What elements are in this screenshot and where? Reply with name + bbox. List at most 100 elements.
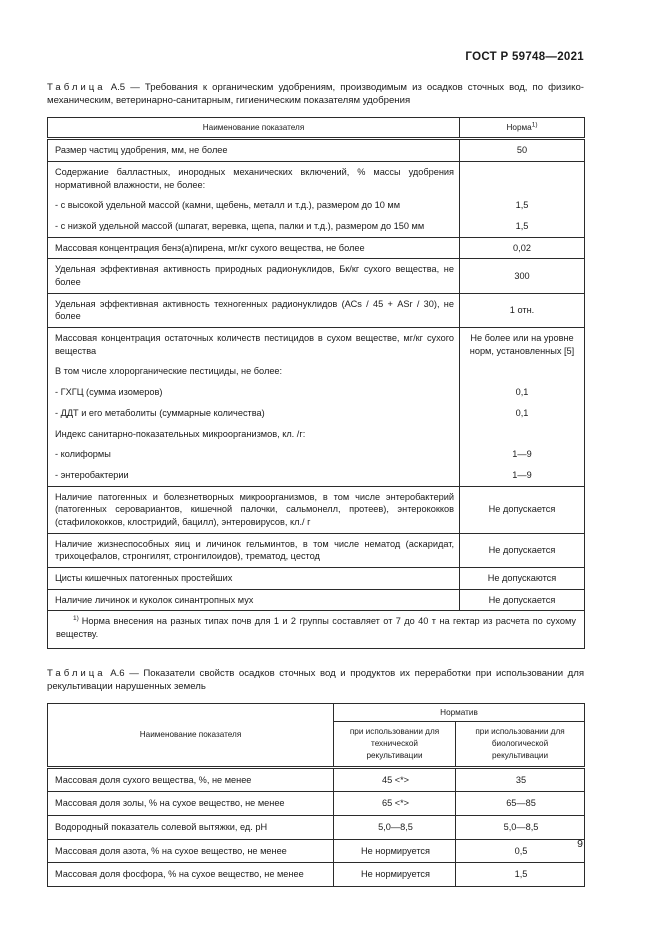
table-row: - с высокой удельной массой (камни, щебе… [48, 195, 585, 216]
norm-value: 1,5 [459, 215, 585, 238]
norm-value: Не допускается [459, 486, 585, 534]
norm-value: 0,1 [459, 402, 585, 424]
indicator-name: - с низкой удельной массой (шпагат, вере… [47, 215, 460, 238]
norm-value [459, 423, 585, 445]
biological-value: 1,5 [454, 862, 585, 888]
table-a6-caption: Таблица А.6 — Показатели свойств осадков… [47, 668, 584, 694]
caption-text: — Показатели свойств осадков сточных вод… [47, 667, 585, 692]
table-a5-caption: Таблица А.5 — Требования к органическим … [47, 82, 584, 108]
caption-number: А.5 [110, 82, 126, 93]
table-subheader-row: при использовании для технической рекуль… [48, 721, 585, 769]
norm-value [459, 161, 585, 196]
column-header-biological: при использовании для биологической реку… [454, 721, 585, 769]
norm-label: Норма [506, 122, 532, 132]
indicator-name: Массовая доля золы, % на сухое вещество,… [47, 791, 334, 816]
page-number: 9 [577, 838, 583, 850]
table-row: Наличие жизнеспособных яиц и личинок гел… [47, 533, 585, 569]
table-row: Наличие личинок и куколок синантропных м… [47, 589, 585, 612]
table-row: Индекс санитарно-показательных микроорга… [48, 423, 585, 445]
norm-value: 0,1 [459, 382, 585, 403]
table-row: Массовая концентрация бенз(а)пирена, мг/… [47, 237, 585, 260]
norm-value: 1—9 [459, 444, 585, 465]
indicator-name: Наличие жизнеспособных яиц и личинок гел… [47, 533, 460, 569]
indicator-name: - ДДТ и его метаболиты (суммарные количе… [55, 407, 265, 418]
norm-value: 50 [459, 138, 585, 162]
indicator-name: - колиформы [55, 449, 111, 460]
indicator-name: Индекс санитарно-показательных микроорга… [55, 428, 306, 439]
norm-footnote-marker: 1) [531, 121, 538, 129]
caption-word: Таблица [47, 82, 106, 93]
technical-value: Не нормируется [333, 862, 456, 888]
biological-value: 35 [454, 767, 585, 793]
caption-text: — Требования к органическим удобрениям, … [47, 82, 585, 106]
indicator-name: - энтеробактерии [47, 464, 460, 487]
technical-value: 5,0—8,5 [333, 815, 456, 840]
norm-value: 1—9 [459, 464, 585, 487]
table-row: Содержание балластных, инородных механич… [48, 161, 585, 196]
indicator-name: В том числе хлорорганические пестициды, … [55, 366, 283, 377]
indicator-name: Водородный показатель солевой вытяжки, е… [47, 815, 334, 840]
table-a5: Наименование показателя Норма1) Размер ч… [47, 116, 585, 649]
indicator-name: - ГХГЦ (сумма изомеров) [55, 387, 163, 398]
table-row: - энтеробактерии 1—9 [47, 464, 585, 487]
table-row: В том числе хлорорганические пестициды, … [48, 361, 585, 383]
table-row: Удельная эффективная активность техноген… [47, 293, 585, 329]
table-row: Размер частиц удобрения, мм, не более 50 [47, 138, 585, 162]
norm-value [459, 361, 585, 383]
caption-word: Таблица [47, 667, 106, 679]
table-row: Массовая доля сухого вещества, %, не мен… [47, 767, 585, 793]
table-row: - ГХГЦ (сумма изомеров) 0,1 [48, 382, 585, 403]
table-header-row: Наименование показателя Норматив [47, 703, 585, 769]
indicator-name: - с высокой удельной массой (камни, щебе… [55, 200, 401, 211]
indicator-name: Удельная эффективная активность природны… [47, 258, 460, 294]
table-row: Массовая концентрация остаточных количес… [48, 327, 585, 362]
footnote-text: Норма внесения на разных типах почв для … [56, 616, 576, 640]
footnote-cell: 1) Норма внесения на разных типах почв дл… [48, 611, 585, 648]
column-header-name: Наименование показателя [47, 703, 334, 769]
norm-value: 300 [459, 258, 585, 294]
table-row: Цисты кишечных патогенных простейших Не … [47, 567, 585, 590]
technical-value: Не нормируется [333, 839, 456, 864]
norm-value: 0,02 [459, 237, 585, 260]
indicator-name: Массовая доля азота, % на сухое вещество… [47, 839, 334, 864]
table-a6: Наименование показателя Норматив при исп… [47, 702, 586, 888]
biological-value: 0,5 [454, 839, 585, 864]
norm-value: 1,5 [459, 195, 585, 216]
technical-value: 65 <*> [333, 791, 456, 816]
table-row: Водородный показатель солевой вытяжки, е… [47, 815, 585, 840]
column-header-norm: Норма1) [459, 117, 585, 141]
table-row: - колиформы 1—9 [48, 444, 585, 465]
indicator-name: Наличие патогенных и болезнетворных микр… [47, 486, 460, 534]
norm-value: Не допускается [459, 533, 585, 569]
table-row: Удельная эффективная активность природны… [47, 258, 585, 294]
column-header-name: Наименование показателя [47, 117, 460, 141]
norm-value: Не допускаются [459, 567, 585, 590]
biological-value: 5,0—8,5 [454, 815, 585, 840]
table-row: Массовая доля золы, % на сухое вещество,… [47, 791, 585, 816]
table-row: Массовая доля фосфора, % на сухое вещест… [47, 862, 585, 888]
biological-value: 65—85 [454, 791, 585, 816]
norm-value: Не допускается [459, 589, 585, 612]
doc-code: ГОСТ Р 59748—2021 [465, 51, 584, 63]
indicator-name: Массовая концентрация остаточных количес… [55, 333, 454, 356]
technical-value: 45 <*> [333, 767, 456, 793]
indicator-name: Наличие личинок и куколок синантропных м… [47, 589, 460, 612]
table-row: - ДДТ и его метаболиты (суммарные количе… [48, 402, 585, 424]
footnote-marker: 1) [73, 615, 79, 623]
caption-number: А.6 [110, 667, 125, 679]
indicator-name: Удельная эффективная активность техноген… [47, 293, 460, 329]
table-row: Массовая доля азота, % на сухое вещество… [47, 839, 585, 864]
footnote-row: 1) Норма внесения на разных типах почв дл… [48, 611, 585, 648]
indicator-name: Массовая доля сухого вещества, %, не мен… [47, 767, 334, 793]
table-row: Наличие патогенных и болезнетворных микр… [47, 486, 585, 534]
page-content: ГОСТ Р 59748—2021 Таблица А.5 — Требован… [47, 0, 586, 888]
norm-value: 1 отн. [459, 293, 585, 329]
table-row: - с низкой удельной массой (шпагат, вере… [47, 215, 585, 238]
table-header-row: Наименование показателя Норма1) [47, 117, 585, 141]
indicator-name: Размер частиц удобрения, мм, не более [47, 138, 460, 162]
indicator-name: Массовая концентрация бенз(а)пирена, мг/… [47, 237, 460, 260]
indicator-name: Цисты кишечных патогенных простейших [47, 567, 460, 590]
indicator-name: Массовая доля фосфора, % на сухое вещест… [47, 862, 334, 888]
indicator-name: Содержание балластных, инородных механич… [55, 166, 454, 190]
